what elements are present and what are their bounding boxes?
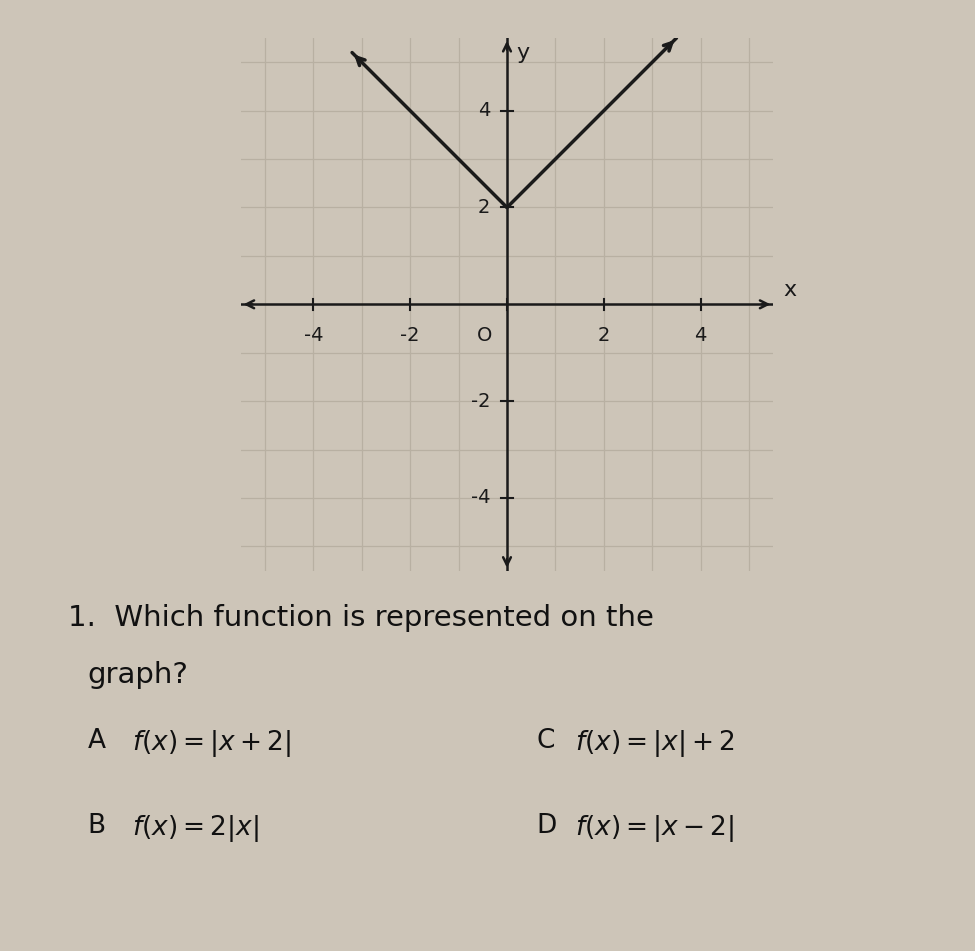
Text: x: x	[783, 280, 797, 300]
Text: $f(x) = |x|+2$: $f(x) = |x|+2$	[575, 728, 735, 759]
Text: A: A	[88, 728, 105, 753]
Text: $f(x) = |x-2|$: $f(x) = |x-2|$	[575, 813, 734, 844]
Text: -4: -4	[303, 326, 323, 345]
Text: $f(x) = |x+2|$: $f(x) = |x+2|$	[132, 728, 291, 759]
Text: -2: -2	[401, 326, 420, 345]
Text: graph?: graph?	[88, 661, 188, 689]
Text: D: D	[536, 813, 557, 839]
Text: B: B	[88, 813, 106, 839]
Text: C: C	[536, 728, 555, 753]
Text: 4: 4	[694, 326, 707, 345]
Text: -2: -2	[471, 392, 490, 411]
Text: -4: -4	[471, 489, 490, 508]
Text: 4: 4	[478, 101, 490, 120]
Text: 1.  Which function is represented on the: 1. Which function is represented on the	[68, 604, 654, 631]
Text: O: O	[477, 326, 492, 345]
Text: $f(x) = 2|x|$: $f(x) = 2|x|$	[132, 813, 258, 844]
Text: 2: 2	[478, 198, 490, 217]
Text: y: y	[517, 43, 529, 63]
Text: 2: 2	[598, 326, 610, 345]
